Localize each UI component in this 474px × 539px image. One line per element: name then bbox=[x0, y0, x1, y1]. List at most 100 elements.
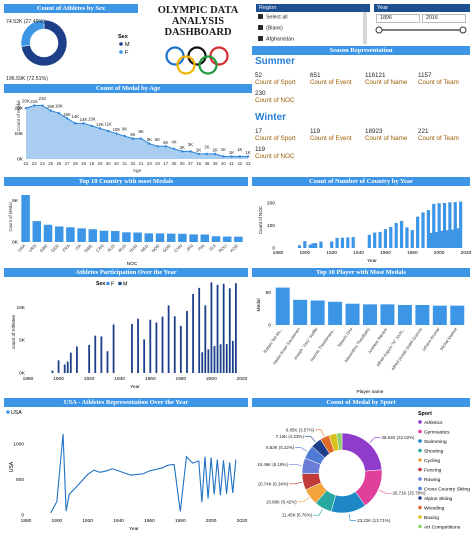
x-tick-label: 1940 bbox=[114, 376, 125, 382]
x-tick-label: 1980 bbox=[176, 376, 187, 382]
winter-event-label: Count of Event bbox=[310, 135, 352, 142]
chart-title: Count of Medal by Sport bbox=[252, 398, 470, 407]
legend-swatch bbox=[418, 420, 422, 424]
bar bbox=[167, 305, 170, 373]
y-tick-label: 5K bbox=[12, 198, 19, 204]
x-tick-label: 2020 bbox=[237, 518, 248, 524]
checkbox-checked-icon[interactable] bbox=[258, 25, 263, 30]
sex-slice bbox=[20, 19, 45, 47]
region-option-select-all[interactable]: Select all bbox=[258, 14, 288, 22]
medal-by-sport-donut[interactable]: 38.62K (22.02%) 26.71K (15.78%) 23.22K (13… bbox=[252, 407, 470, 536]
checkbox-checked-icon[interactable] bbox=[258, 14, 263, 19]
data-point bbox=[213, 152, 217, 156]
data-point bbox=[98, 127, 102, 130]
bar bbox=[328, 301, 343, 325]
bar bbox=[219, 344, 222, 373]
data-point bbox=[156, 145, 159, 148]
series-line bbox=[50, 433, 237, 514]
y-tick-label: 5K bbox=[19, 338, 26, 344]
bar bbox=[319, 241, 323, 248]
summer-name-label: Count of Name bbox=[365, 79, 408, 86]
summer-sport-label: Count of Sport bbox=[255, 79, 296, 86]
legend-swatch bbox=[119, 50, 123, 54]
bar bbox=[222, 283, 225, 373]
x-tick-label: 1940 bbox=[113, 518, 124, 524]
data-label: 10K bbox=[113, 127, 121, 132]
data-point bbox=[65, 117, 69, 120]
bar bbox=[207, 349, 210, 373]
axis-xlabel: Year bbox=[367, 258, 377, 264]
x-tick-label: 1940 bbox=[353, 250, 364, 256]
checkbox-checked-icon[interactable] bbox=[258, 36, 263, 41]
panel-top10-player: Top 10 Player with Most Medals Medal 50 0 R… bbox=[252, 268, 470, 396]
x-tick-label: 28 bbox=[73, 161, 78, 166]
axis-ylabel: Medal bbox=[256, 298, 262, 311]
panel-top10-country: Top 10 Country with most Medals Count of… bbox=[4, 177, 248, 267]
bar bbox=[213, 346, 216, 373]
region-slicer-scrollbar[interactable] bbox=[363, 12, 367, 44]
athletes-by-sex-donut[interactable]: 74.52K (27.49%) 196.59K (72.51%) Sex MF bbox=[4, 13, 138, 84]
x-tick-label: GER bbox=[50, 243, 60, 253]
winter-label: Winter bbox=[255, 112, 287, 123]
year-min-value[interactable]: 1896 bbox=[376, 14, 420, 23]
bar bbox=[410, 230, 414, 248]
bar bbox=[112, 324, 115, 373]
winter-noc-label: Count of NOC bbox=[255, 153, 295, 160]
bar bbox=[335, 237, 339, 248]
legend-swatch bbox=[418, 467, 422, 472]
x-tick-label: GDR bbox=[162, 243, 172, 253]
data-point bbox=[148, 142, 151, 145]
legend-swatch bbox=[418, 524, 422, 529]
bar bbox=[448, 202, 452, 248]
data-label: 3K bbox=[180, 145, 185, 150]
x-tick-label: 1880 bbox=[273, 250, 284, 256]
bar bbox=[330, 241, 334, 248]
bar bbox=[421, 212, 425, 248]
year-range-slider[interactable] bbox=[374, 25, 470, 35]
data-label: 10.74K (6.34%) bbox=[258, 481, 289, 486]
dashboard-title: OLYMPIC DATA ANALYSIS DASHBOARD bbox=[157, 5, 239, 38]
leader-line bbox=[304, 436, 316, 443]
x-tick-label: 25 bbox=[48, 161, 53, 166]
bar bbox=[133, 232, 142, 242]
axis-xlabel: Player name bbox=[357, 389, 384, 395]
axis-ylabel: Count of NOC bbox=[258, 205, 263, 234]
x-tick-label: 30 bbox=[106, 161, 111, 166]
year-slicer-header: Year bbox=[374, 4, 470, 12]
data-point bbox=[57, 111, 61, 115]
bar bbox=[63, 364, 66, 373]
year-max-value[interactable]: 2016 bbox=[422, 14, 466, 23]
data-point bbox=[197, 152, 200, 156]
x-tick-label: 2000 bbox=[206, 518, 217, 524]
y-tick-label: 20K bbox=[14, 106, 23, 112]
bar bbox=[426, 210, 430, 248]
bar bbox=[192, 294, 194, 373]
legend-swatch bbox=[418, 515, 422, 519]
bar bbox=[76, 346, 78, 373]
bar bbox=[456, 228, 460, 248]
data-label: 11.45K (6.76%) bbox=[282, 513, 313, 518]
bar bbox=[131, 323, 133, 373]
x-tick-label: 24 bbox=[40, 161, 45, 166]
winter-name-label: Count of Name bbox=[365, 135, 408, 142]
bar bbox=[155, 322, 158, 373]
data-label: 13K bbox=[88, 116, 96, 121]
data-point bbox=[82, 122, 85, 125]
x-tick-label: 1920 bbox=[84, 376, 95, 382]
region-option-blank[interactable]: (Blank) bbox=[258, 25, 283, 33]
x-tick-label: SUI bbox=[208, 243, 217, 252]
data-point bbox=[131, 137, 135, 140]
bar bbox=[144, 233, 154, 242]
data-label: 11K bbox=[105, 122, 112, 127]
region-slicer-header: Region bbox=[256, 4, 370, 12]
region-option-afghanistan[interactable]: Afghanistan bbox=[258, 36, 294, 44]
bar bbox=[275, 287, 290, 325]
legend-item: Gymnastics bbox=[424, 429, 450, 435]
summer-name-count: 116121 bbox=[365, 72, 386, 79]
